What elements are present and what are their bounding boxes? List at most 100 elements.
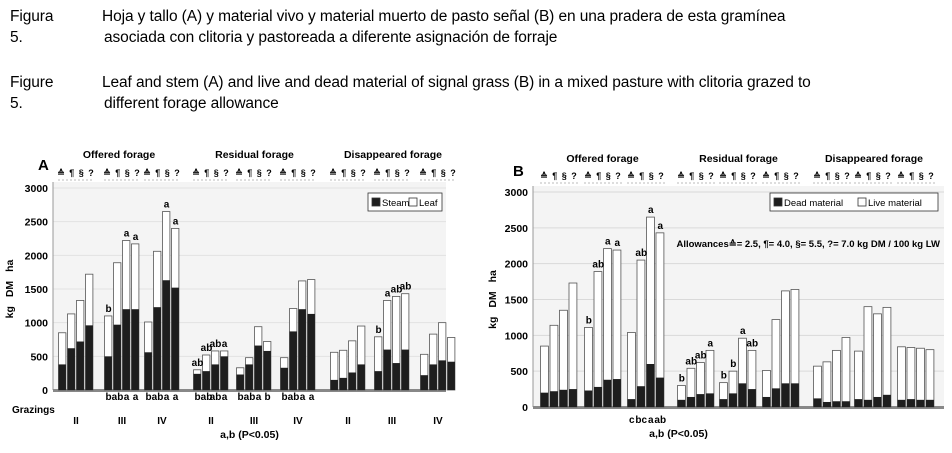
significance-label: ab bbox=[152, 392, 164, 403]
significance-label: b bbox=[105, 392, 111, 403]
bar-steam bbox=[339, 377, 347, 390]
significance-label: a bbox=[124, 392, 130, 403]
bar-steam bbox=[357, 364, 365, 390]
y-axis-label: kg DM ha bbox=[4, 260, 16, 319]
bar-steam bbox=[162, 280, 170, 390]
significance-label: ab bbox=[400, 282, 412, 293]
significance-label: a bbox=[222, 392, 228, 403]
significance-label: a bbox=[173, 392, 179, 403]
grazing-number: III bbox=[118, 416, 127, 427]
legend-label: Live material bbox=[868, 198, 922, 209]
significance-label: c bbox=[629, 415, 635, 426]
bar-live-material bbox=[863, 306, 873, 408]
bar-steam bbox=[193, 373, 201, 390]
significance-label: ab bbox=[201, 392, 213, 403]
bar-steam bbox=[245, 364, 253, 390]
bar-live-material bbox=[841, 337, 851, 408]
bar-dead-material bbox=[926, 399, 934, 407]
bar-steam bbox=[374, 371, 382, 390]
bar-steam bbox=[254, 345, 262, 390]
caption-en-label: Figure 5. bbox=[10, 74, 54, 112]
bar-dead-material bbox=[584, 390, 593, 407]
significance-label: ab bbox=[695, 351, 707, 362]
bar-steam bbox=[131, 309, 139, 390]
y-tick-label: 0 bbox=[42, 385, 48, 397]
significance-label: b bbox=[679, 374, 685, 385]
grazing-number: IV bbox=[433, 416, 443, 427]
bar-live-material bbox=[627, 332, 636, 408]
bar-dead-material bbox=[813, 398, 822, 407]
legend: Steam Leaf bbox=[367, 192, 443, 212]
bar-steam bbox=[420, 375, 428, 390]
bar-steam bbox=[113, 324, 121, 390]
significance-label: a bbox=[648, 415, 654, 426]
significance-label: a bbox=[707, 338, 713, 349]
legend-swatch bbox=[857, 197, 867, 207]
allowance-marks: ≙ ¶ § ? bbox=[719, 171, 757, 181]
caption-es-label: Figura 5. bbox=[10, 8, 54, 46]
allowance-marks: ≙ ¶ § ? bbox=[279, 168, 317, 178]
panel-title: A bbox=[38, 157, 49, 174]
x-axis-label: a,b (P<0.05) bbox=[220, 429, 279, 441]
grazing-number: III bbox=[388, 416, 397, 427]
significance-label: b bbox=[721, 371, 727, 382]
y-tick-label: 1000 bbox=[505, 330, 529, 342]
significance-label: ab bbox=[244, 392, 256, 403]
y-tick-label: 2500 bbox=[25, 217, 49, 229]
bar-live-material bbox=[854, 350, 863, 408]
significance-label: ab bbox=[592, 260, 604, 271]
bar-steam bbox=[280, 367, 288, 390]
legend: Dead material Live material bbox=[769, 192, 939, 212]
bar-live-material bbox=[822, 361, 832, 408]
bar-dead-material bbox=[854, 399, 863, 407]
caption-en-line2: different forage allowance bbox=[104, 95, 279, 112]
bar-steam bbox=[202, 371, 210, 390]
y-tick-label: 3000 bbox=[25, 183, 49, 195]
bar-dead-material bbox=[748, 389, 756, 407]
allowance-marks: ≙ ¶ § ? bbox=[57, 168, 95, 178]
bar-steam bbox=[76, 341, 84, 390]
group-label: Offered forage bbox=[566, 153, 639, 165]
allowance-marks: ≙ ¶ § ? bbox=[540, 171, 578, 181]
bar-dead-material bbox=[569, 389, 577, 407]
bar-steam bbox=[298, 309, 306, 390]
bar-dead-material bbox=[729, 393, 737, 407]
significance-label: ab bbox=[201, 343, 213, 354]
legend-label: Steam bbox=[382, 198, 410, 209]
chart-panel-b: 0 500 1000 1500 2000 2500 3000 Bkg DM ha Offered… bbox=[487, 153, 944, 440]
y-axis-label: kg DM ha bbox=[487, 270, 499, 329]
bar-steam bbox=[153, 307, 161, 390]
bar-dead-material bbox=[832, 401, 841, 407]
bar-dead-material bbox=[883, 394, 891, 407]
bar-live-material bbox=[832, 349, 841, 408]
group-label: Residual forage bbox=[699, 153, 778, 165]
significance-label: ab bbox=[746, 338, 758, 349]
significance-label: b bbox=[264, 392, 270, 403]
bar-live-material bbox=[897, 346, 906, 408]
allowance-marks: ≙ ¶ § ? bbox=[373, 168, 411, 178]
allowance-marks: ≙ ¶ § ? bbox=[813, 171, 851, 181]
significance-label: ab bbox=[635, 248, 647, 259]
y-tick-label: 2000 bbox=[25, 250, 49, 262]
y-tick-label: 1000 bbox=[25, 318, 49, 330]
bar-steam bbox=[67, 348, 75, 390]
bar-steam bbox=[122, 309, 130, 390]
bar-dead-material bbox=[873, 396, 882, 407]
bar-live-material bbox=[636, 259, 646, 408]
bar-live-material bbox=[882, 306, 892, 408]
significance-label: ab bbox=[192, 358, 204, 369]
significance-label: b bbox=[586, 315, 592, 326]
x-axis bbox=[533, 406, 944, 409]
significance-label: ab bbox=[288, 392, 300, 403]
bar-steam bbox=[383, 349, 391, 390]
caption-es-line1: Hoja y tallo (A) y material vivo y mater… bbox=[102, 8, 786, 25]
significance-label: ab bbox=[685, 356, 697, 367]
significance-label: a bbox=[300, 392, 306, 403]
y-tick-label: 3000 bbox=[505, 187, 529, 199]
significance-label: ab bbox=[112, 392, 124, 403]
bar-steam bbox=[171, 287, 179, 390]
significance-label: a bbox=[124, 229, 130, 240]
bar-steam bbox=[236, 374, 244, 390]
group-label: Offered forage bbox=[83, 149, 156, 161]
significance-label: ab bbox=[210, 392, 222, 403]
